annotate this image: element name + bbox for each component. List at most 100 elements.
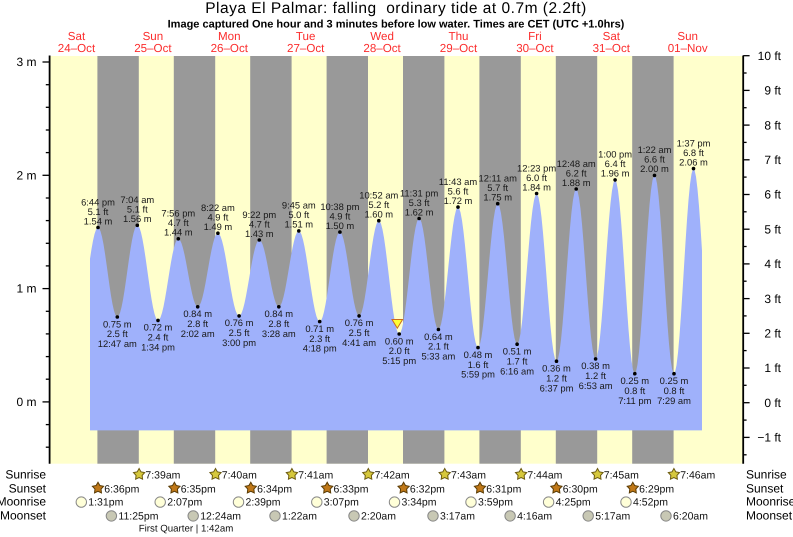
svg-text:0.8 ft: 0.8 ft [664,385,685,396]
svg-text:12:48 am: 12:48 am [557,158,596,169]
svg-text:01–Nov: 01–Nov [668,42,708,55]
svg-text:Sat: Sat [603,30,621,43]
svg-text:Tue: Tue [296,30,316,43]
svg-text:Sunset: Sunset [746,481,784,495]
svg-text:0 ft: 0 ft [764,396,781,410]
svg-text:Playa El Palmar: falling ordi: Playa El Palmar: falling ordinary tide a… [205,0,587,17]
svg-text:1.96 m: 1.96 m [601,168,630,179]
svg-text:11:31 pm: 11:31 pm [400,187,439,198]
svg-text:5:17am: 5:17am [595,511,630,523]
svg-text:Sunrise: Sunrise [746,468,787,482]
svg-text:28–Oct: 28–Oct [363,42,401,55]
svg-text:1.50 m: 1.50 m [326,220,355,231]
svg-text:7:41am: 7:41am [298,470,333,482]
svg-text:4:41 am: 4:41 am [342,337,376,348]
svg-text:6:29pm: 6:29pm [639,483,674,495]
svg-text:1.75 m: 1.75 m [483,192,512,203]
svg-text:First Quarter | 1:42am: First Quarter | 1:42am [139,523,234,534]
svg-text:0.84 m: 0.84 m [264,308,293,319]
svg-text:6:30pm: 6:30pm [563,483,598,495]
svg-text:2.5 ft: 2.5 ft [349,327,370,338]
svg-text:7:39am: 7:39am [145,470,180,482]
svg-text:1.84 m: 1.84 m [522,181,551,192]
svg-text:5.0 ft: 5.0 ft [288,209,309,220]
svg-text:1:34 pm: 1:34 pm [141,342,175,353]
svg-text:25–Oct: 25–Oct [134,42,172,55]
svg-text:0.38 m: 0.38 m [581,360,610,371]
svg-text:0.72 m: 0.72 m [144,322,173,333]
svg-text:1.88 m: 1.88 m [562,177,591,188]
svg-text:5.2 ft: 5.2 ft [368,199,389,210]
svg-text:3 m: 3 m [16,55,36,69]
svg-text:4.9 ft: 4.9 ft [329,210,350,221]
svg-text:Thu: Thu [449,30,469,43]
svg-text:12:24am: 12:24am [200,511,241,523]
svg-text:0.75 m: 0.75 m [103,318,132,329]
svg-text:0.76 m: 0.76 m [345,317,374,328]
svg-text:6:34pm: 6:34pm [257,483,292,495]
svg-text:2:07pm: 2:07pm [167,497,202,509]
svg-text:6:16 am: 6:16 am [500,365,534,376]
svg-text:3:00 pm: 3:00 pm [222,337,256,348]
svg-text:7:04 am: 7:04 am [120,194,154,205]
svg-text:6:37 pm: 6:37 pm [540,382,574,393]
svg-text:30–Oct: 30–Oct [516,42,554,55]
svg-text:1.72 m: 1.72 m [444,195,473,206]
svg-text:2 m: 2 m [16,168,36,182]
svg-text:3:17am: 3:17am [440,511,475,523]
svg-text:1:22 am: 1:22 am [638,144,672,155]
svg-text:Sunset: Sunset [9,481,47,495]
svg-text:Fri: Fri [528,30,542,43]
svg-text:0.84 m: 0.84 m [183,308,212,319]
svg-text:3:07pm: 3:07pm [324,497,359,509]
svg-text:5:15 pm: 5:15 pm [382,355,416,366]
svg-text:−1 ft: −1 ft [757,431,781,445]
svg-text:2.5 ft: 2.5 ft [107,328,128,339]
svg-text:1.44 m: 1.44 m [164,227,193,238]
svg-text:24–Oct: 24–Oct [58,42,96,55]
svg-text:3:28 am: 3:28 am [262,328,296,339]
svg-text:0.64 m: 0.64 m [424,331,453,342]
svg-text:2.00 m: 2.00 m [640,163,669,174]
svg-text:Moonset: Moonset [746,509,793,523]
svg-text:2.3 ft: 2.3 ft [309,333,330,344]
svg-text:2.0 ft: 2.0 ft [389,345,410,356]
svg-text:Mon: Mon [218,30,241,43]
svg-text:27–Oct: 27–Oct [287,42,325,55]
svg-text:6.0 ft: 6.0 ft [526,172,547,183]
svg-text:7:43am: 7:43am [451,470,486,482]
svg-text:5.3 ft: 5.3 ft [409,197,430,208]
svg-text:1 m: 1 m [16,282,36,296]
svg-text:6:35pm: 6:35pm [181,483,216,495]
svg-text:1.6 ft: 1.6 ft [468,359,489,370]
svg-text:12:23 pm: 12:23 pm [517,162,556,173]
svg-text:12:11 am: 12:11 am [478,173,517,184]
svg-text:Wed: Wed [370,30,394,43]
svg-text:26–Oct: 26–Oct [211,42,249,55]
svg-text:2:02 am: 2:02 am [181,328,215,339]
svg-text:5.1 ft: 5.1 ft [127,204,148,215]
svg-text:4 ft: 4 ft [764,257,781,271]
svg-text:0.36 m: 0.36 m [542,363,571,374]
svg-text:6:44 pm: 6:44 pm [81,196,115,207]
svg-text:6:32pm: 6:32pm [410,483,445,495]
svg-text:7:46am: 7:46am [680,470,715,482]
svg-text:2:20am: 2:20am [361,511,396,523]
svg-text:11:25pm: 11:25pm [118,511,158,523]
svg-text:Sun: Sun [143,30,164,43]
svg-text:0.76 m: 0.76 m [225,317,254,328]
svg-text:5 ft: 5 ft [764,222,781,236]
svg-text:5.1 ft: 5.1 ft [88,206,109,217]
svg-text:1.2 ft: 1.2 ft [585,370,606,381]
svg-text:6 ft: 6 ft [764,188,781,202]
svg-text:2.4 ft: 2.4 ft [148,332,169,343]
svg-text:7:29 am: 7:29 am [657,395,691,406]
svg-text:6:53 am: 6:53 am [579,380,613,391]
svg-text:31–Oct: 31–Oct [593,42,631,55]
svg-text:8:22 am: 8:22 am [201,202,235,213]
svg-text:5.7 ft: 5.7 ft [487,182,508,193]
svg-text:9:45 am: 9:45 am [282,200,316,211]
svg-text:7:44am: 7:44am [527,470,562,482]
svg-text:0.25 m: 0.25 m [660,375,689,386]
svg-text:9:22 pm: 9:22 pm [242,209,276,220]
